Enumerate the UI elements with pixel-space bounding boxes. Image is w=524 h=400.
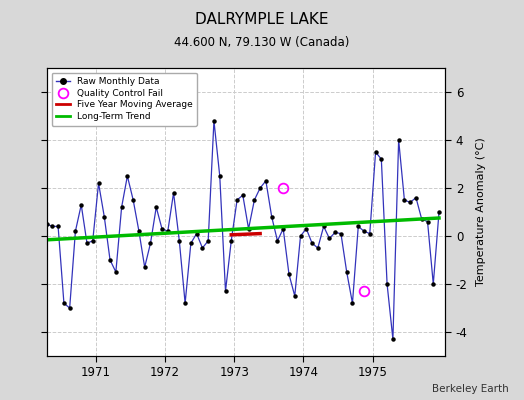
Text: 44.600 N, 79.130 W (Canada): 44.600 N, 79.130 W (Canada) — [174, 36, 350, 49]
Text: DALRYMPLE LAKE: DALRYMPLE LAKE — [195, 12, 329, 27]
Y-axis label: Temperature Anomaly (°C): Temperature Anomaly (°C) — [476, 138, 486, 286]
Text: Berkeley Earth: Berkeley Earth — [432, 384, 508, 394]
Legend: Raw Monthly Data, Quality Control Fail, Five Year Moving Average, Long-Term Tren: Raw Monthly Data, Quality Control Fail, … — [52, 72, 197, 126]
